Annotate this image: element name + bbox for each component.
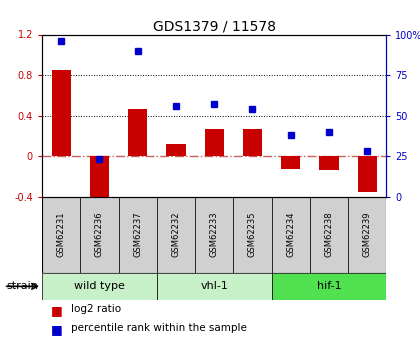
Text: GSM62236: GSM62236 [95, 212, 104, 257]
Bar [205, 129, 224, 156]
Bar [272, 197, 310, 273]
Bar [166, 144, 186, 156]
Text: GSM62233: GSM62233 [210, 212, 219, 257]
Bar [157, 197, 195, 273]
Bar [195, 197, 234, 273]
Text: strain: strain [6, 282, 38, 291]
Text: log2 ratio: log2 ratio [71, 304, 121, 314]
Bar [358, 156, 377, 191]
Bar [234, 197, 272, 273]
Bar [80, 197, 118, 273]
Title: GDS1379 / 11578: GDS1379 / 11578 [153, 19, 276, 33]
Text: wild type: wild type [74, 282, 125, 291]
Bar [272, 273, 386, 300]
Bar [42, 197, 80, 273]
Text: GSM62235: GSM62235 [248, 212, 257, 257]
Text: vhl-1: vhl-1 [200, 282, 228, 291]
Bar [42, 273, 157, 300]
Bar [128, 109, 147, 156]
Text: GSM62239: GSM62239 [363, 212, 372, 257]
Text: GSM62238: GSM62238 [325, 212, 333, 257]
Bar [348, 197, 386, 273]
Bar [281, 156, 300, 169]
Text: hif-1: hif-1 [317, 282, 341, 291]
Text: GSM62232: GSM62232 [171, 212, 181, 257]
Bar [118, 197, 157, 273]
Bar [243, 129, 262, 156]
Bar [320, 156, 339, 170]
Text: GSM62237: GSM62237 [133, 212, 142, 257]
Bar [52, 70, 71, 156]
Text: GSM62234: GSM62234 [286, 212, 295, 257]
Text: percentile rank within the sample: percentile rank within the sample [71, 323, 247, 333]
Text: GSM62231: GSM62231 [57, 212, 66, 257]
Text: ■: ■ [50, 304, 62, 317]
Text: ■: ■ [50, 323, 62, 336]
Bar [310, 197, 348, 273]
Bar [157, 273, 272, 300]
Bar [90, 156, 109, 209]
